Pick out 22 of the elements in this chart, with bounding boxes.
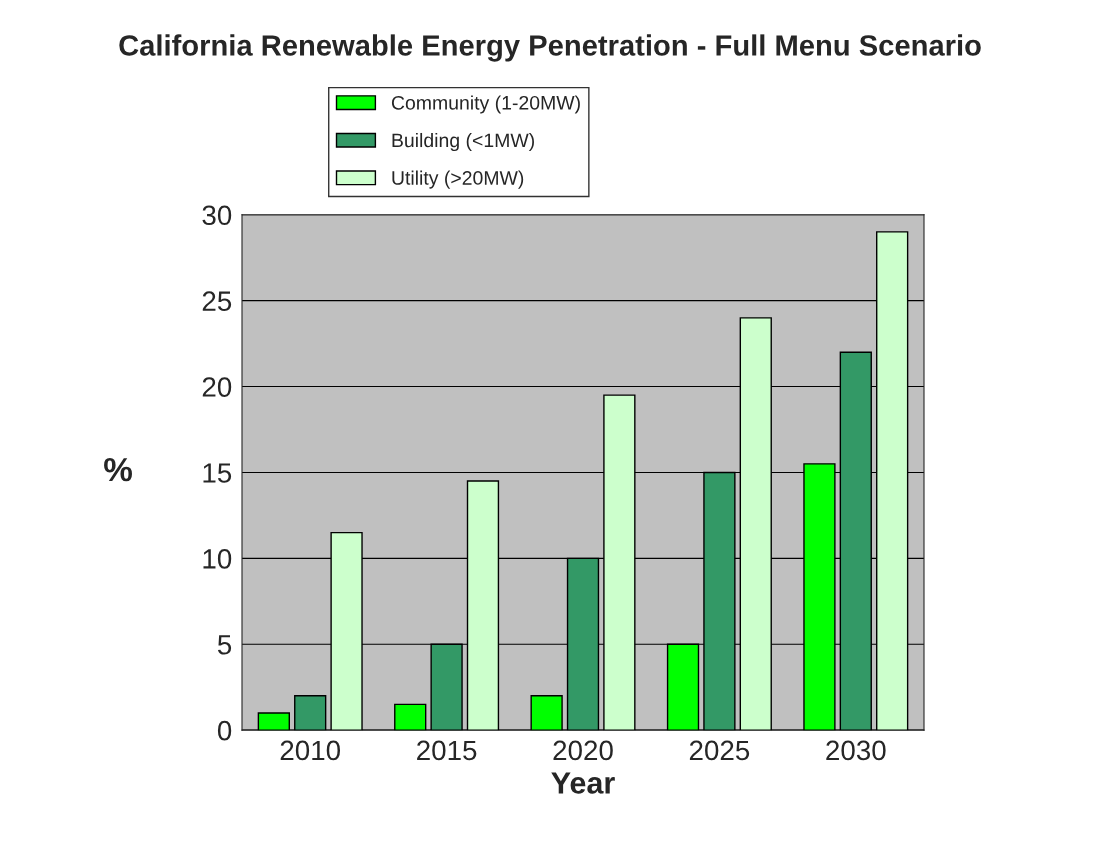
y-tick-label: 20 [202,377,232,397]
y-tick-label: 15 [203,463,232,483]
y-tick-label: 5 [217,635,232,655]
y-axis-title: % [104,457,132,482]
legend-label: Community (1-20MW) [391,95,580,114]
y-tick-label: 25 [202,291,232,311]
chart-title: California Renewable Energy Penetration - Full Menu Scenario [119,34,981,62]
legend-label: Building (<1MW) [392,132,534,152]
x-tick-label: 2015 [417,740,477,761]
bar [530,695,563,731]
y-tick-label: 10 [203,549,232,569]
y-tick-label: 0 [217,720,232,741]
bar [257,712,290,731]
x-tick-label: 2025 [689,740,750,761]
bar [394,703,427,731]
x-tick-label: 2030 [826,740,886,761]
x-axis-title: Year [551,772,615,794]
x-tick-label: 2020 [553,740,613,761]
bar [294,695,327,731]
legend-label: Utility (>20MW) [392,170,524,189]
y-tick-label: 30 [202,205,232,226]
x-tick-label: 2010 [280,740,341,761]
